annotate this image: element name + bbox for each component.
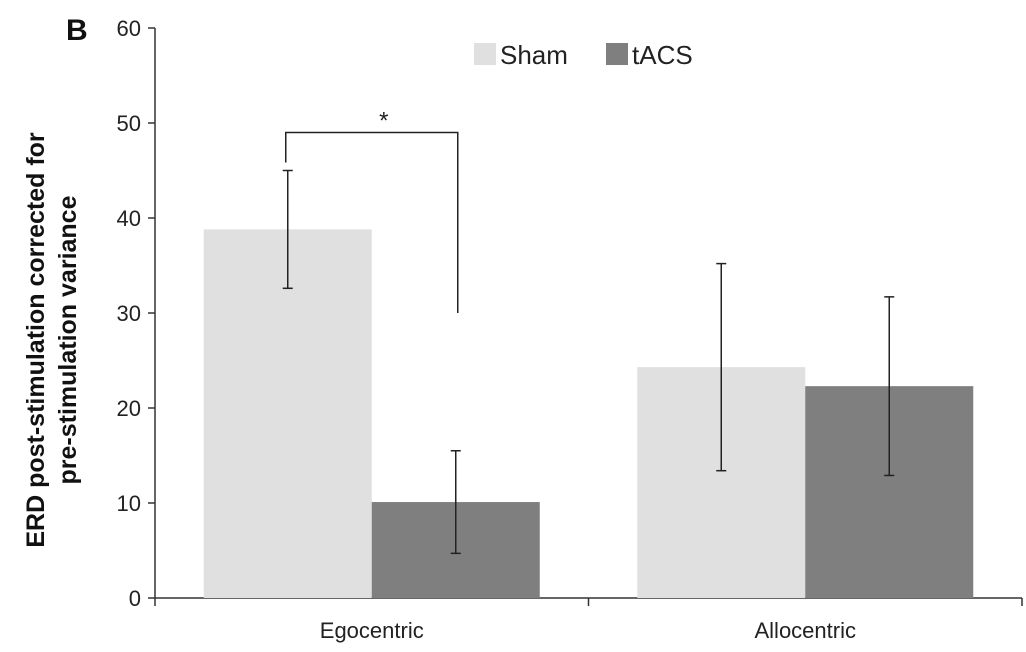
y-axis-label-line-2: pre-stimulation variance [54, 195, 82, 484]
y-axis-label: ERD post-stimulation corrected for pre-s… [22, 132, 82, 548]
legend-label-sham: Sham [500, 40, 568, 70]
legend: Sham tACS [474, 40, 693, 70]
x-tick-label-egocentric: Egocentric [320, 618, 424, 643]
y-axis-label-line-1: ERD post-stimulation corrected for [22, 132, 50, 548]
y-tick-label-40: 40 [117, 206, 141, 231]
legend-swatch-sham [474, 43, 496, 65]
y-tick-label-20: 20 [117, 396, 141, 421]
y-tick-label-0: 0 [129, 586, 141, 611]
significance-bracket [285, 131, 459, 313]
legend-swatch-tacs [606, 43, 628, 65]
legend-label-tacs: tACS [632, 40, 693, 70]
y-tick-label-50: 50 [117, 111, 141, 136]
annotations: * [285, 108, 459, 313]
y-tick-label-10: 10 [117, 491, 141, 516]
y-tick-label-60: 60 [117, 16, 141, 41]
error-bars [282, 169, 895, 555]
x-tick-label-allocentric: Allocentric [755, 618, 856, 643]
bar-sham-egocentric [203, 229, 372, 598]
panel-label: B [66, 14, 88, 47]
bars [203, 229, 974, 598]
y-tick-label-30: 30 [117, 301, 141, 326]
significance-star: * [379, 108, 388, 135]
